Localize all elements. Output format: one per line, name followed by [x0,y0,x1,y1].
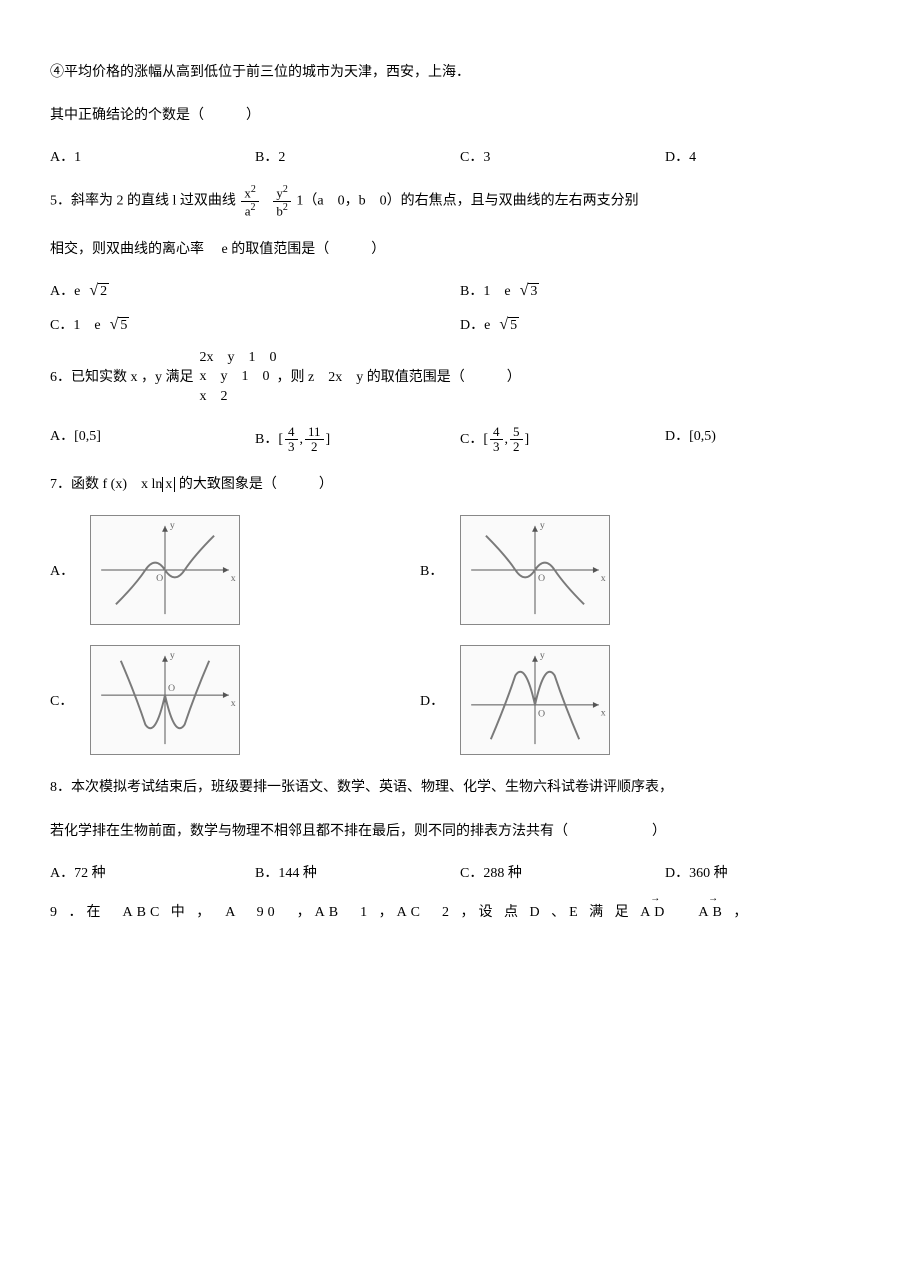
q8-choices: A．72 种 B．144 种 C．288 种 D．360 种 [50,862,870,882]
q4-statement-4: ④平均价格的涨幅从高到低位于前三位的城市为天津，西安，上海． [50,60,870,85]
q8-text1: 8．本次模拟考试结束后，班级要排一张语文、数学、英语、物理、化学、生物六科试卷讲… [50,775,870,800]
q7-labelB: B． [420,560,460,580]
q6-sys1: 2x y 1 0 [200,348,277,368]
svg-text:x: x [231,698,236,709]
svg-text:x: x [601,573,606,584]
q5-part2: 相交，则双曲线的离心率 e 的取值范围是（ ） [50,237,870,262]
q8-optD: D．360 种 [665,862,870,882]
q5-choices-row2: C．1 e 5 D．e 5 [50,314,870,334]
q6-choices: A．[0,5] B．[43,112] C．[43,52] D．[0,5) [50,425,870,455]
q6-part1: 6．已知实数 x ，y 满足 [50,365,194,390]
q6-optC: C．[43,52] [460,425,665,455]
q6-optD: D．[0,5) [665,425,870,455]
q4-optB: B．2 [255,146,460,166]
svg-text:x: x [231,573,236,584]
q7-graphD: x y O [460,645,610,755]
q8-optA: A．72 种 [50,862,255,882]
svg-text:O: O [538,573,545,584]
q5-frac2: y2 b2 [273,184,291,218]
q5-optC: C．1 e 5 [50,314,460,334]
q6-stem: 6．已知实数 x ，y 满足 2x y 1 0 x y 1 0 x 2 ，则 z… [50,348,870,407]
vector-AD: AD [640,900,668,925]
q7-graphC: x y O [90,645,240,755]
q7-row1: A． x y O B． x y O [50,515,870,625]
q8-optC: C．288 种 [460,862,665,882]
q7-graphA: x y O [90,515,240,625]
q6-optB: B．[43,112] [255,425,460,455]
q8-optB: B．144 种 [255,862,460,882]
q5-optA: A．e 2 [50,280,460,300]
q7-labelC: C． [50,690,90,710]
vector-AB: AB [698,900,725,925]
q6-part2: ，则 z 2x y 的取值范围是（ ） [277,365,521,390]
q5-optD: D．e 5 [460,314,870,334]
svg-text:y: y [540,650,545,661]
q8-text2: 若化学排在生物前面，数学与物理不相邻且都不排在最后，则不同的排表方法共有（ ） [50,819,870,844]
svg-text:y: y [170,520,175,531]
q7-labelA: A． [50,560,90,580]
q4-choices: A．1 B．2 C．3 D．4 [50,146,870,166]
q4-optC: C．3 [460,146,665,166]
q9-stem: 9 ．在 ABC 中 ， A 90 ，AB 1 ，AC 2 ，设 点 D 、E … [50,900,870,925]
q7-graphB: x y O [460,515,610,625]
svg-text:y: y [170,650,175,661]
svg-text:x: x [601,708,606,719]
q7-row2: C． x y O D． x y O [50,645,870,755]
q6-sys3: x 2 [200,387,277,407]
q5-choices-row1: A．e 2 B．1 e 3 [50,280,870,300]
q5-optB: B．1 e 3 [460,280,870,300]
q6-optA: A．[0,5] [50,425,255,455]
q4-optD: D．4 [665,146,870,166]
q5-eq: 1（a 0，b 0）的右焦点，且与双曲线的左右两支分别 [296,194,638,209]
svg-text:O: O [538,709,545,720]
q7-stem: 7．函数 f (x) x lnx 的大致图象是（ ） [50,472,870,497]
q5-frac1: x2 a2 [241,184,259,218]
q5-stem: 5．斜率为 2 的直线 l 过双曲线 x2 a2 y2 b2 1（a 0，b 0… [50,184,870,218]
q6-sys2: x y 1 0 [200,367,277,387]
svg-text:O: O [156,573,163,584]
q5-part1: 5．斜率为 2 的直线 l 过双曲线 [50,194,239,209]
q4-optA: A．1 [50,146,255,166]
q4-ask: 其中正确结论的个数是（ ） [50,103,870,128]
svg-text:y: y [540,520,545,531]
svg-text:O: O [168,684,175,695]
q7-labelD: D． [420,690,460,710]
